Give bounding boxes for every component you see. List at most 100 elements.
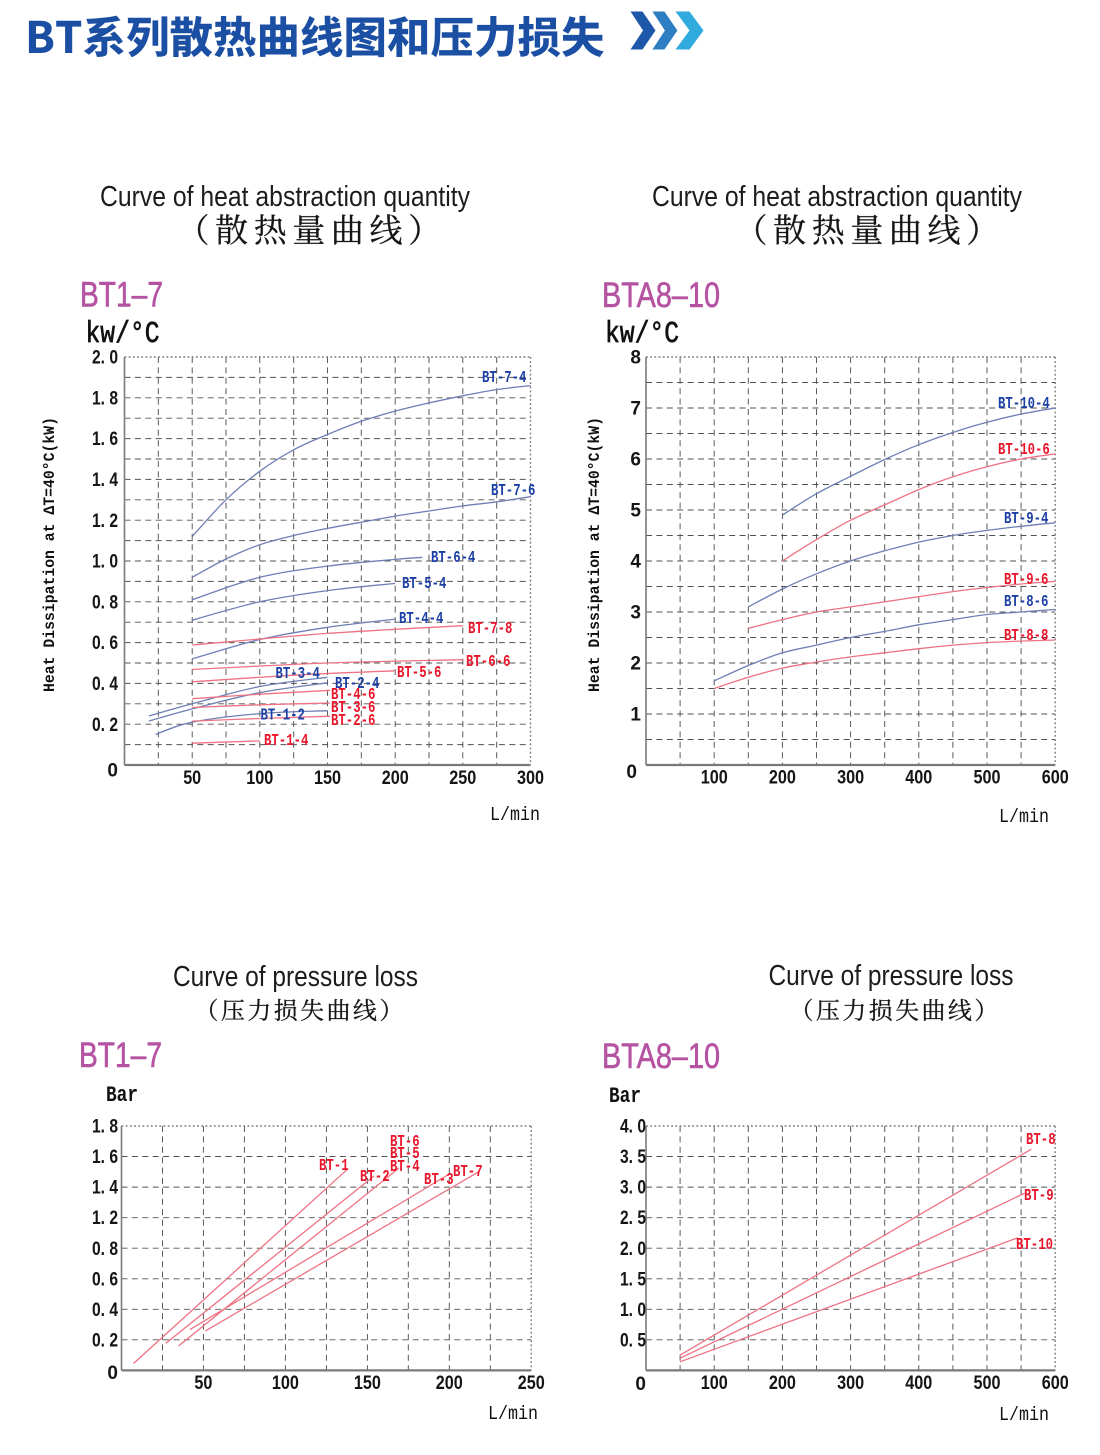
- svg-text:Curve of pressure loss: Curve of pressure loss: [173, 961, 418, 993]
- svg-text:1. 0: 1. 0: [620, 1300, 646, 1321]
- svg-text:L/min: L/min: [999, 806, 1049, 828]
- svg-text:BTA8–10: BTA8–10: [602, 1037, 720, 1076]
- svg-text:0: 0: [626, 762, 637, 783]
- svg-text:BT-7-8: BT-7-8: [468, 620, 512, 639]
- svg-text:300: 300: [837, 1373, 864, 1394]
- svg-text:BT-3-6: BT-3-6: [331, 699, 375, 718]
- svg-text:2. 0: 2. 0: [92, 348, 118, 369]
- svg-text:BT-7-4: BT-7-4: [482, 369, 526, 388]
- svg-text:BT-6: BT-6: [390, 1133, 420, 1152]
- svg-text:BT-6-4: BT-6-4: [431, 549, 475, 568]
- svg-text:BT-6-6: BT-6-6: [466, 653, 510, 672]
- svg-text:500: 500: [974, 1373, 1001, 1394]
- svg-text:Curve of pressure loss: Curve of pressure loss: [769, 960, 1014, 992]
- svg-text:Bar: Bar: [609, 1084, 641, 1109]
- svg-text:100: 100: [701, 1373, 728, 1394]
- svg-text:4. 0: 4. 0: [620, 1117, 646, 1138]
- svg-text:Curve of heat abstraction quan: Curve of heat abstraction quantity: [100, 181, 470, 213]
- svg-text:BT-5-6: BT-5-6: [397, 664, 441, 683]
- svg-text:3: 3: [630, 603, 641, 624]
- svg-text:3. 5: 3. 5: [620, 1147, 646, 1168]
- svg-text:7: 7: [630, 399, 641, 420]
- svg-text:1. 8: 1. 8: [92, 1117, 118, 1138]
- svg-text:BT1–7: BT1–7: [80, 276, 163, 315]
- svg-text:500: 500: [974, 768, 1001, 789]
- svg-text:50: 50: [183, 768, 201, 789]
- svg-text:L/min: L/min: [490, 804, 540, 826]
- svg-text:0: 0: [107, 761, 118, 782]
- svg-text:4: 4: [630, 552, 641, 573]
- svg-text:BT-8: BT-8: [1026, 1131, 1056, 1150]
- svg-text:BT-7-6: BT-7-6: [491, 482, 535, 501]
- svg-text:BT-4: BT-4: [390, 1158, 420, 1177]
- svg-text:BT-5-4: BT-5-4: [402, 575, 446, 594]
- svg-text:BT-8-6: BT-8-6: [1004, 593, 1048, 612]
- svg-text:BT-2-4: BT-2-4: [335, 675, 379, 694]
- svg-text:BT-10-4: BT-10-4: [998, 395, 1050, 414]
- svg-text:50: 50: [194, 1373, 212, 1394]
- svg-text:1. 6: 1. 6: [92, 1147, 118, 1168]
- svg-text:0. 6: 0. 6: [92, 1269, 118, 1290]
- svg-text:0. 6: 0. 6: [92, 633, 118, 654]
- svg-text:1. 4: 1. 4: [92, 1178, 118, 1199]
- svg-text:Heat Dissipation at ΔT=40°C(kW: Heat Dissipation at ΔT=40°C(kW): [41, 417, 59, 692]
- svg-text:1. 2: 1. 2: [92, 511, 118, 532]
- svg-text:0: 0: [107, 1363, 118, 1384]
- svg-text:250: 250: [449, 768, 476, 789]
- svg-text:400: 400: [905, 768, 932, 789]
- svg-text:BT-9-4: BT-9-4: [1004, 510, 1048, 529]
- svg-text:BTA8–10: BTA8–10: [602, 276, 720, 315]
- svg-text:1: 1: [630, 705, 641, 726]
- svg-text:BT-9: BT-9: [1024, 1187, 1054, 1206]
- svg-text:300: 300: [517, 768, 544, 789]
- svg-text:Heat Dissipation at ΔT=40°C(kW: Heat Dissipation at ΔT=40°C(kW): [586, 417, 604, 692]
- svg-text:0. 2: 0. 2: [92, 715, 118, 736]
- svg-text:100: 100: [246, 768, 273, 789]
- svg-text:0. 4: 0. 4: [92, 674, 118, 695]
- svg-text:0. 2: 0. 2: [92, 1330, 118, 1351]
- svg-text:600: 600: [1042, 1373, 1069, 1394]
- svg-text:2. 0: 2. 0: [620, 1239, 646, 1260]
- svg-text:BT-4-4: BT-4-4: [399, 610, 443, 629]
- svg-text:BT-9-6: BT-9-6: [1004, 571, 1048, 590]
- svg-text:BT-3: BT-3: [424, 1171, 454, 1190]
- svg-text:200: 200: [382, 768, 409, 789]
- svg-text:L/min: L/min: [488, 1403, 538, 1425]
- svg-text:BT-10: BT-10: [1016, 1236, 1053, 1255]
- svg-text:2. 5: 2. 5: [620, 1208, 646, 1229]
- svg-text:BT-10-6: BT-10-6: [998, 441, 1050, 460]
- svg-text:8: 8: [630, 348, 641, 369]
- svg-text:BT-8-8: BT-8-8: [1004, 627, 1048, 646]
- svg-text:200: 200: [769, 1373, 796, 1394]
- svg-text:BT-4-6: BT-4-6: [331, 686, 375, 705]
- svg-text:1. 8: 1. 8: [92, 388, 118, 409]
- svg-text:600: 600: [1042, 768, 1069, 789]
- svg-text:250: 250: [518, 1373, 545, 1394]
- svg-text:1. 2: 1. 2: [92, 1208, 118, 1229]
- svg-text:6: 6: [630, 450, 641, 471]
- svg-text:BT1–7: BT1–7: [79, 1036, 162, 1075]
- svg-text:100: 100: [272, 1373, 299, 1394]
- svg-text:BT-5: BT-5: [390, 1145, 420, 1164]
- svg-text:0: 0: [635, 1374, 646, 1395]
- svg-text:200: 200: [436, 1373, 463, 1394]
- svg-text:BT-1: BT-1: [319, 1157, 349, 1176]
- svg-text:Bar: Bar: [106, 1083, 138, 1108]
- svg-text:0. 5: 0. 5: [620, 1330, 646, 1351]
- svg-text:BT-7: BT-7: [453, 1163, 483, 1182]
- svg-text:BT-1-2: BT-1-2: [261, 707, 305, 726]
- svg-text:100: 100: [701, 768, 728, 789]
- svg-text:0. 8: 0. 8: [92, 592, 118, 613]
- svg-text:kw/°C: kw/°C: [605, 317, 679, 352]
- svg-text:L/min: L/min: [999, 1404, 1049, 1426]
- svg-text:0. 8: 0. 8: [92, 1239, 118, 1260]
- svg-text:1. 5: 1. 5: [620, 1269, 646, 1290]
- svg-text:BT-2: BT-2: [360, 1168, 390, 1187]
- svg-text:150: 150: [354, 1373, 381, 1394]
- svg-text:Curve of heat abstraction quan: Curve of heat abstraction quantity: [652, 181, 1022, 213]
- svg-text:5: 5: [630, 501, 641, 522]
- svg-text:1. 0: 1. 0: [92, 552, 118, 573]
- svg-text:BT-3-4: BT-3-4: [276, 665, 320, 684]
- svg-text:150: 150: [314, 768, 341, 789]
- svg-text:1. 6: 1. 6: [92, 429, 118, 450]
